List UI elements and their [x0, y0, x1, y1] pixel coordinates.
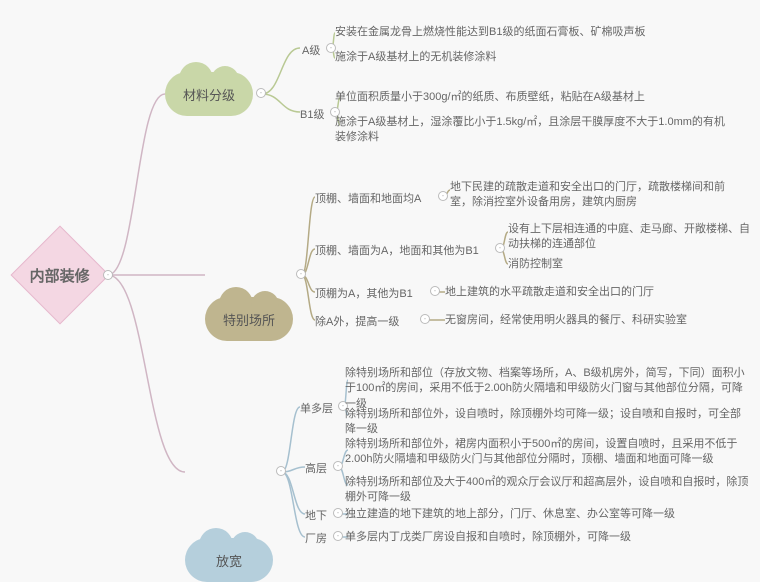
leaf: 安装在金属龙骨上燃烧性能达到B1级的纸面石膏板、矿棉吸声板: [335, 25, 735, 40]
sub-all-a: 顶棚、墙面和地面均A: [315, 190, 421, 206]
branch-special[interactable]: 特别场所: [205, 297, 293, 341]
sub-ceiling-a: 顶棚为A，其他为B1: [315, 285, 413, 301]
leaf: 除特别场所和部位外，设自喷时，除顶棚外均可降一级；设自喷和自报时，可全部降一级: [345, 407, 750, 438]
connector: -: [438, 191, 448, 201]
root-node: 内部装修: [11, 226, 110, 325]
sub-b1-grade: B1级: [300, 106, 324, 122]
leaf: 除特别场所和部位外，裙房内面积小于500㎡的房间，设置自喷时，且采用不低于2.0…: [345, 437, 750, 468]
connector: -: [296, 269, 306, 279]
leaf: 单多层内丁戊类厂房设自报和自喷时，除顶棚外，可降一级: [345, 530, 745, 545]
leaf: 地上建筑的水平疏散走道和安全出口的门厅: [445, 285, 745, 300]
leaf: 设有上下层相连通的中庭、走马廊、开敞楼梯、自动扶梯的连通部位: [508, 222, 758, 253]
branch-label: 特别场所: [223, 310, 275, 329]
leaf: 地下民建的疏散走道和安全出口的门厅，疏散楼梯间和前室，除消控室外设备用房，建筑内…: [450, 180, 740, 211]
branch-label: 放宽: [216, 551, 242, 570]
leaf: 施涂于A级基材上的无机装修涂料: [335, 50, 735, 65]
branch-materials[interactable]: 材料分级: [165, 72, 253, 116]
connector: -: [333, 508, 343, 518]
leaf: 无窗房间，经常使用明火器具的餐厅、科研实验室: [445, 313, 755, 328]
sub-underground: 地下: [305, 507, 327, 523]
connector: -: [333, 461, 343, 471]
sub-wall-a: 顶棚、墙面为A，地面和其他为B1: [315, 242, 479, 258]
sub-a-grade: A级: [302, 42, 320, 58]
sub-raise-one: 除A外，提高一级: [315, 313, 399, 329]
leaf: 消防控制室: [508, 257, 708, 272]
sub-high-rise: 高层: [305, 460, 327, 476]
connector: -: [495, 243, 505, 253]
connector: -: [333, 531, 343, 541]
sub-single-multi: 单多层: [300, 400, 333, 416]
connector: -: [430, 286, 440, 296]
root-label: 内部装修: [30, 264, 90, 285]
connector: -: [256, 88, 266, 98]
connector: -: [276, 466, 286, 476]
leaf: 除特别场所和部位（存放文物、档案等场所，A、B级机房外，简写，下同）面积小于10…: [345, 366, 750, 412]
leaf: 除特别场所和部位及大于400㎡的观众厅会议厅和超高层外，设自喷和自报时，除顶棚外…: [345, 475, 750, 506]
leaf: 独立建造的地下建筑的地上部分，门厅、休息室、办公室等可降一级: [345, 507, 745, 522]
branch-relax[interactable]: 放宽: [185, 538, 273, 582]
sub-factory: 厂房: [305, 530, 327, 546]
root-connector: -: [103, 270, 113, 280]
branch-label: 材料分级: [183, 85, 235, 104]
leaf: 单位面积质量小于300g/㎡的纸质、布质壁纸，粘贴在A级基材上: [335, 90, 735, 105]
connector: -: [420, 314, 430, 324]
leaf: 施涂于A级基材上，湿涂覆比小于1.5kg/㎡，且涂层干膜厚度不大于1.0mm的有…: [335, 115, 735, 146]
